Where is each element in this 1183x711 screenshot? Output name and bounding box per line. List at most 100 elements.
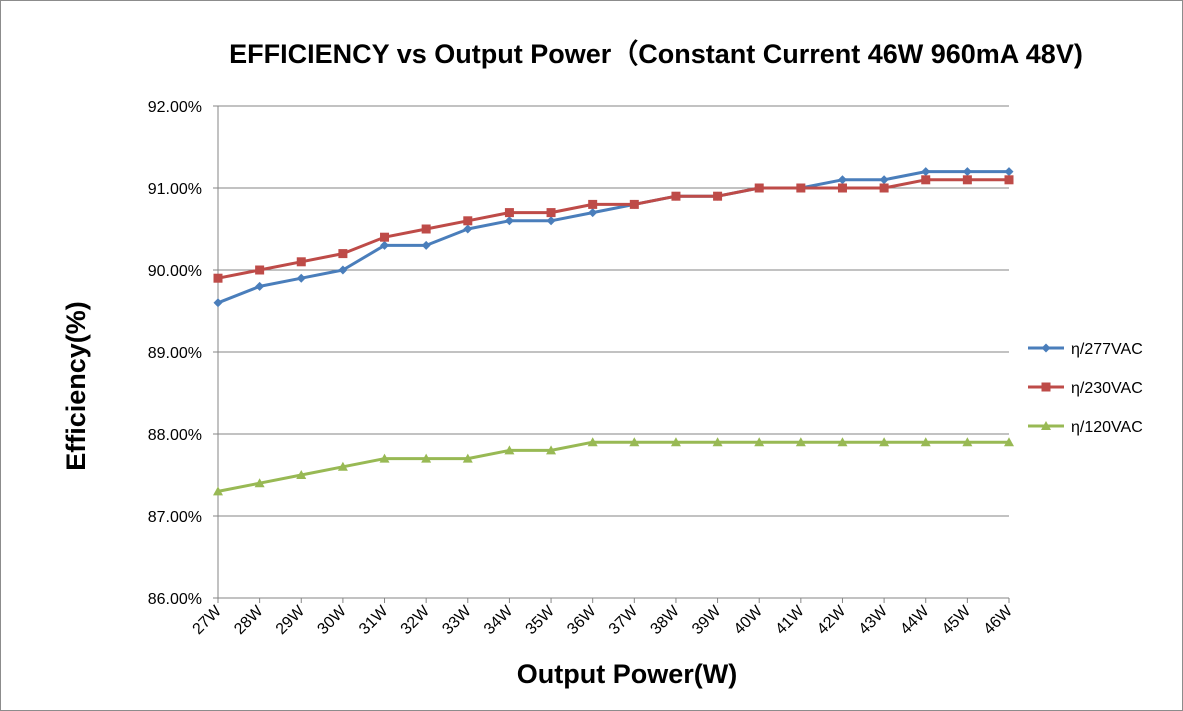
y-axis-title: Efficiency(%) — [61, 301, 91, 471]
series-layer — [213, 167, 1014, 496]
triangle-marker — [1004, 437, 1014, 447]
x-axis-title: Output Power(W) — [517, 659, 737, 689]
x-tick-label: 35W — [523, 602, 559, 638]
x-tick-label: 37W — [606, 602, 642, 638]
legend-label: η/230VAC — [1071, 380, 1143, 397]
x-tick-label: 39W — [689, 602, 725, 638]
triangle-marker — [712, 437, 723, 447]
square-marker — [754, 183, 764, 193]
diamond-marker — [255, 281, 265, 291]
triangle-marker — [754, 437, 765, 447]
triangle-marker — [213, 486, 223, 496]
x-tick-label: 41W — [772, 602, 808, 638]
series-line — [217, 170, 1009, 305]
y-tick-label: 90.00% — [148, 263, 202, 280]
y-tick-label: 89.00% — [148, 345, 202, 362]
series-line — [217, 440, 1009, 493]
triangle-marker — [962, 437, 973, 447]
x-tick-label: 28W — [231, 602, 267, 638]
triangle-marker — [421, 453, 432, 463]
diamond-marker — [421, 240, 431, 250]
y-tick-label: 86.00% — [148, 591, 202, 608]
x-tick-label: 33W — [439, 602, 475, 638]
y-tick-label: 87.00% — [148, 509, 202, 526]
diamond-marker — [879, 175, 889, 185]
triangle-marker — [504, 445, 515, 455]
diamond-marker — [296, 273, 306, 283]
square-marker — [796, 183, 806, 193]
triangle-marker — [462, 453, 473, 463]
square-marker — [504, 208, 514, 218]
diamond-marker — [962, 167, 972, 177]
triangle-marker — [670, 437, 681, 447]
triangle-marker — [920, 437, 931, 447]
square-marker — [879, 183, 889, 193]
chart-title: EFFICIENCY vs Output Power（Constant Curr… — [229, 39, 1083, 69]
series-0 — [213, 167, 1014, 308]
x-tick-label: 29W — [273, 602, 309, 638]
y-tick-label: 92.00% — [148, 99, 202, 116]
legend: η/277VAC η/230VAC η/120VAC — [1028, 341, 1143, 436]
diamond-marker — [588, 208, 598, 218]
x-tick-label: 38W — [647, 602, 683, 638]
x-tick-label: 32W — [398, 602, 434, 638]
square-marker — [421, 224, 431, 234]
x-tick-label: 46W — [981, 602, 1017, 638]
series-1 — [213, 175, 1014, 283]
diamond-marker — [921, 167, 931, 177]
square-marker — [962, 175, 972, 185]
x-tick-label: 42W — [814, 602, 850, 638]
square-marker — [713, 191, 723, 201]
x-tick-label: 31W — [356, 602, 392, 638]
y-tick-label: 88.00% — [148, 427, 202, 444]
square-marker — [588, 199, 598, 209]
legend-item: η/277VAC — [1028, 341, 1143, 358]
series-2 — [213, 437, 1014, 496]
square-marker — [296, 257, 306, 267]
square-marker — [338, 249, 348, 259]
diamond-marker — [1004, 167, 1014, 177]
square-marker — [1004, 175, 1014, 185]
x-tick-label: 34W — [481, 602, 517, 638]
diamond-marker — [504, 216, 514, 226]
gridlines — [218, 105, 1009, 517]
legend-label: η/277VAC — [1071, 341, 1143, 358]
legend-item: η/120VAC — [1028, 419, 1143, 436]
diamond-marker — [546, 216, 556, 226]
diamond-marker — [837, 175, 847, 185]
triangle-marker — [546, 445, 557, 455]
triangle-marker — [254, 478, 265, 488]
legend-item: η/230VAC — [1028, 380, 1143, 397]
triangle-marker — [879, 437, 890, 447]
square-marker — [380, 232, 390, 242]
square-marker — [1041, 382, 1051, 392]
triangle-marker — [587, 437, 598, 447]
diamond-marker — [338, 265, 348, 275]
x-tick-label: 36W — [564, 602, 600, 638]
square-marker — [671, 191, 681, 201]
x-tick-label: 43W — [856, 602, 892, 638]
x-tick-label: 40W — [731, 602, 767, 638]
x-tick-label: 30W — [314, 602, 350, 638]
square-marker — [629, 199, 639, 209]
triangle-marker — [795, 437, 806, 447]
square-marker — [921, 175, 931, 185]
square-marker — [546, 208, 556, 218]
triangle-marker — [629, 437, 640, 447]
triangle-marker — [837, 437, 848, 447]
triangle-marker — [1041, 421, 1051, 430]
diamond-marker — [213, 298, 223, 308]
x-tick-label: 45W — [939, 602, 975, 638]
triangle-marker — [379, 453, 390, 463]
triangle-marker — [337, 461, 348, 471]
triangle-marker — [296, 470, 307, 479]
square-marker — [837, 183, 847, 193]
square-marker — [463, 216, 473, 226]
diamond-marker — [1041, 343, 1051, 353]
diamond-marker — [463, 224, 473, 234]
x-tick-label: 44W — [897, 602, 933, 638]
diamond-marker — [380, 240, 390, 250]
series-line — [217, 178, 1009, 280]
